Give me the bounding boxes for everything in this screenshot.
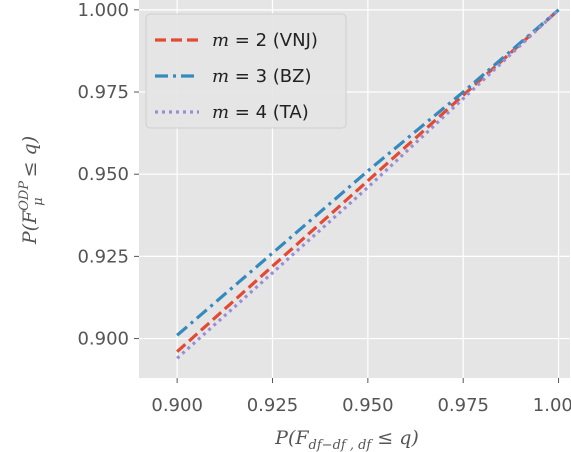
legend-label-1: m = 2 (VNJ) — [212, 30, 318, 51]
y-tick-label: 0.900 — [77, 329, 129, 350]
x-tick-label: 0.950 — [342, 395, 394, 416]
y-tick-label: 0.975 — [77, 82, 129, 103]
legend-box — [145, 13, 347, 129]
legend-label-3: m = 4 (TA) — [212, 102, 309, 123]
series-group — [176, 8, 560, 360]
y-tick-label: 0.950 — [77, 164, 129, 185]
series-line-2 — [176, 8, 560, 337]
x-tick-label: 0.925 — [247, 395, 299, 416]
legend-label-2: m = 3 (BZ) — [212, 66, 312, 87]
y-axis-label: P(FODPμ ≤ q) — [17, 136, 46, 245]
x-tick-label: 0.975 — [437, 395, 489, 416]
y-tick-label: 1.000 — [77, 0, 129, 21]
series-line-3 — [176, 8, 560, 360]
legend: m = 2 (VNJ) m = 3 (BZ) m = 4 (TA) — [145, 13, 347, 129]
x-tick-label: 1.000 — [533, 395, 571, 416]
ticks: 0.900 0.925 0.950 0.975 1.000 0.900 0.925 0.950… — [77, 0, 571, 416]
x-tick-label: 0.900 — [151, 395, 203, 416]
x-axis-label: P(Fdf−df , df ≤ q) — [274, 427, 419, 452]
series-line-1 — [176, 8, 560, 353]
y-tick-label: 0.925 — [77, 246, 129, 267]
